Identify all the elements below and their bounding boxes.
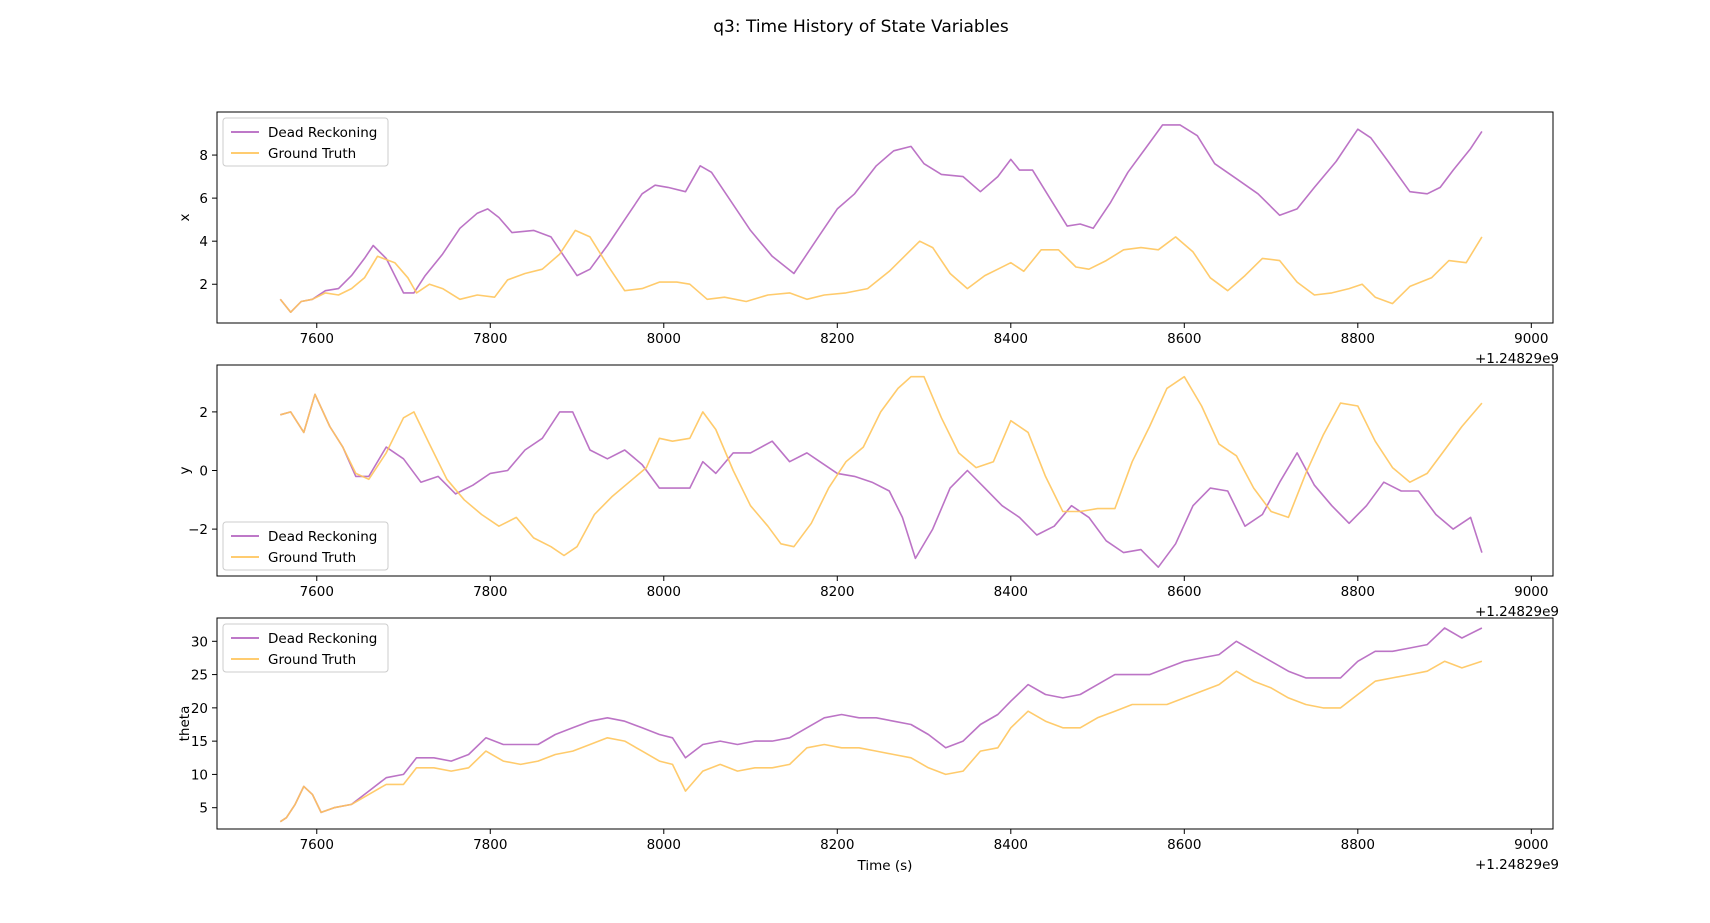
series-ground-truth-line [279,229,1483,314]
legend: Dead Reckoning Ground Truth [222,117,389,167]
legend-box [222,623,389,673]
x-tick-label: 8800 [1341,331,1375,347]
legend-entry: Ground Truth [268,146,356,162]
series-dead-reckoning-line [279,124,1483,314]
x-tick-label: 7800 [473,837,507,853]
subplot-x: 7600 7800 8000 8200 8400 8600 8800 9000 2 4 6 8 +1.2… [177,111,1559,367]
x-axis-label: Time (s) [857,858,913,874]
legend-box [222,521,389,571]
x-tick-label: 7600 [300,837,334,853]
series-ground-truth-line [280,375,1483,557]
legend-entry: Ground Truth [268,652,356,668]
x-tick-label: 8800 [1341,837,1375,853]
x-tick-label: 8600 [1167,331,1201,347]
x-tick-label: 8400 [994,584,1028,600]
subplot-theta: 7600 7800 8000 8200 8400 8600 8800 9000 5 10 15 20 2… [177,617,1559,874]
x-tick-label: 8200 [820,584,854,600]
y-tick-label: −2 [188,522,208,538]
y-tick-label: 0 [199,464,208,480]
y-tick-label: 10 [191,767,208,783]
legend-entry: Dead Reckoning [268,631,377,647]
legend-entry: Ground Truth [268,550,356,566]
x-offset-label: +1.24829e9 [1475,604,1559,620]
x-tick-label: 9000 [1514,331,1548,347]
series-dead-reckoning-line [279,627,1483,823]
x-offset-label: +1.24829e9 [1475,857,1559,873]
x-tick-label: 8000 [647,837,681,853]
x-tick-label: 8400 [994,331,1028,347]
y-axis-label: y [177,467,193,475]
plot-frame [216,617,1554,830]
x-tick-label: 8000 [647,331,681,347]
y-tick-label: 25 [191,668,208,684]
y-tick-label: 15 [191,734,208,750]
y-tick-label: 2 [199,277,208,293]
x-tick-label: 9000 [1514,837,1548,853]
subplots: 7600 7800 8000 8200 8400 8600 8800 9000 2 4 6 8 +1.2… [177,111,1559,874]
x-tick-label: 8600 [1167,584,1201,600]
x-tick-label: 8600 [1167,837,1201,853]
y-axis-label: theta [177,706,193,742]
y-tick-label: 2 [199,405,208,421]
x-tick-label: 9000 [1514,584,1548,600]
y-tick-label: 4 [199,234,208,250]
x-tick-label: 8200 [820,837,854,853]
series-ground-truth-line [279,660,1483,823]
x-tick-label: 8400 [994,837,1028,853]
plot-frame [216,364,1554,577]
y-tick-label: 30 [191,634,208,650]
x-tick-label: 8000 [647,584,681,600]
legend: Dead Reckoning Ground Truth [222,623,389,673]
y-tick-label: 5 [199,801,208,817]
x-offset-label: +1.24829e9 [1475,351,1559,367]
legend-entry: Dead Reckoning [268,125,377,141]
x-tick-label: 7800 [473,331,507,347]
y-tick-label: 8 [199,148,208,164]
figure-title: q3: Time History of State Variables [713,17,1009,37]
x-tick-label: 8200 [820,331,854,347]
x-tick-label: 8800 [1341,584,1375,600]
x-tick-label: 7800 [473,584,507,600]
plot-frame [216,111,1554,324]
legend: Dead Reckoning Ground Truth [222,521,389,571]
y-tick-label: 20 [191,701,208,717]
x-tick-label: 7600 [300,331,334,347]
series-dead-reckoning-line [280,393,1483,569]
legend-box [222,117,389,167]
x-tick-label: 7600 [300,584,334,600]
subplot-y: 7600 7800 8000 8200 8400 8600 8800 9000 −2 0 2 +1.2… [177,364,1559,620]
legend-entry: Dead Reckoning [268,529,377,545]
y-axis-label: x [177,214,193,222]
y-tick-label: 6 [199,191,208,207]
